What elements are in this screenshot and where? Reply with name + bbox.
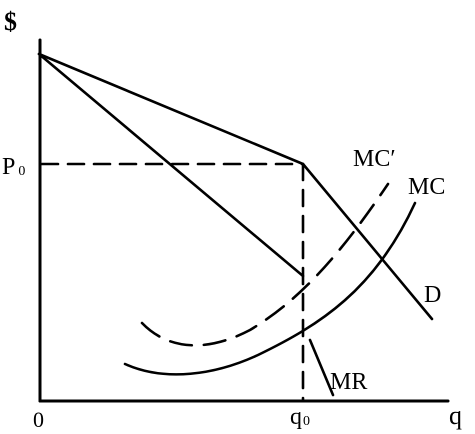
y-axis-label: $ [4, 7, 17, 36]
quantity-q0-subscript: 0 [303, 414, 310, 429]
mr-label: MR [330, 369, 367, 395]
quantity-q0-main: q [290, 404, 302, 430]
demand-label: D [424, 282, 441, 308]
mc-curve [123, 201, 417, 376]
mc-prime-label: MC′ [353, 146, 396, 172]
mc-label: MC [408, 174, 445, 200]
x-axis-label: q [449, 401, 462, 430]
demand-curve [37, 52, 434, 321]
mr-curve-upper [37, 52, 305, 278]
mr-curve-lower [308, 338, 335, 397]
price-p0-main: P [2, 154, 15, 180]
quantity-q0-label: q0 [290, 404, 310, 430]
origin-label: 0 [33, 407, 44, 432]
price-p0-subscript: 0 [18, 164, 25, 179]
mc-prime-curve [140, 182, 390, 347]
